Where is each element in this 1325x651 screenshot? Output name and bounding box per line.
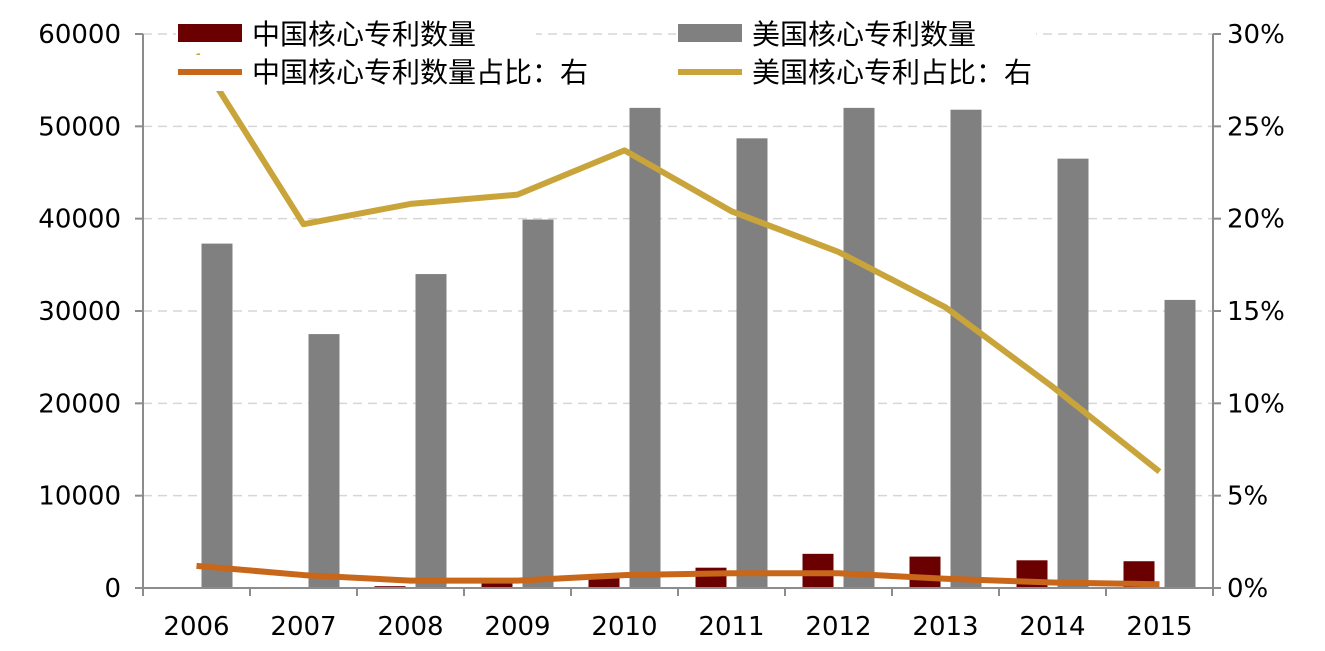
- bar-usa-2011: [736, 138, 768, 588]
- bar-china-2013: [909, 556, 941, 588]
- bar-usa-2010: [629, 107, 661, 588]
- legend-item: 中国核心专利数量占比：右: [176, 55, 676, 91]
- gridlines: [143, 33, 1213, 497]
- left-tick-label: 30000: [38, 297, 121, 327]
- bar-usa-2015: [1164, 299, 1196, 588]
- right-tick-label: 15%: [1227, 297, 1285, 327]
- x-tick-label: 2013: [912, 612, 978, 642]
- left-tick-label: 20000: [38, 389, 121, 419]
- axes: 0 10000 20000 30000 40000 50000 60000 0% 5% 10% 15…: [38, 20, 1285, 642]
- x-tick-label: 2015: [1126, 612, 1192, 642]
- left-tick-label: 60000: [38, 20, 121, 50]
- x-tick-label: 2009: [484, 612, 550, 642]
- legend-label: 美国核心专利数量: [752, 18, 976, 51]
- right-tick-label: 20%: [1227, 205, 1285, 235]
- right-tick-label: 30%: [1227, 20, 1285, 50]
- right-tick-label: 0%: [1227, 574, 1268, 604]
- legend-label: 中国核心专利数量: [252, 18, 476, 51]
- left-tick-label: 0: [104, 574, 121, 604]
- line-usa-share: [193, 52, 1162, 475]
- x-tick-label: 2007: [270, 612, 336, 642]
- bar-usa-2006: [201, 243, 233, 588]
- legend-item-bg: [176, 55, 676, 91]
- legend-item: 美国核心专利占比：右: [676, 55, 1106, 91]
- bar-usa-2013: [950, 109, 982, 589]
- legend-label: 美国核心专利占比：右: [752, 56, 1032, 89]
- legend-item: 中国核心专利数量: [176, 17, 536, 53]
- bar-usa-2007: [308, 334, 340, 588]
- left-tick-label: 10000: [38, 482, 121, 512]
- bar-usa-2014: [1057, 158, 1089, 588]
- bar-usa-2009: [522, 219, 554, 588]
- right-tick-label: 10%: [1227, 389, 1285, 419]
- x-tick-label: 2011: [698, 612, 764, 642]
- right-tick-label: 25%: [1227, 112, 1285, 142]
- bar-usa-2008: [415, 274, 447, 588]
- bar-usa-2012: [843, 107, 875, 588]
- x-tick-label: 2014: [1019, 612, 1085, 642]
- right-tick-label: 5%: [1227, 482, 1268, 512]
- x-tick-label: 2008: [377, 612, 443, 642]
- x-tick-label: 2006: [163, 612, 229, 642]
- legend-item: 美国核心专利数量: [676, 17, 1036, 53]
- line-china-share: [196, 562, 1160, 588]
- lines: [193, 52, 1162, 588]
- x-tick-label: 2010: [591, 612, 657, 642]
- left-tick-label: 50000: [38, 112, 121, 142]
- legend-swatch: [178, 24, 242, 42]
- x-tick-label: 2012: [805, 612, 871, 642]
- left-tick-label: 40000: [38, 205, 121, 235]
- legend-item-bg: [676, 55, 1106, 91]
- legend-swatch: [678, 24, 742, 42]
- bar-china-2009: [481, 583, 513, 588]
- bars: [160, 107, 1196, 589]
- legend-label: 中国核心专利数量占比：右: [252, 56, 588, 89]
